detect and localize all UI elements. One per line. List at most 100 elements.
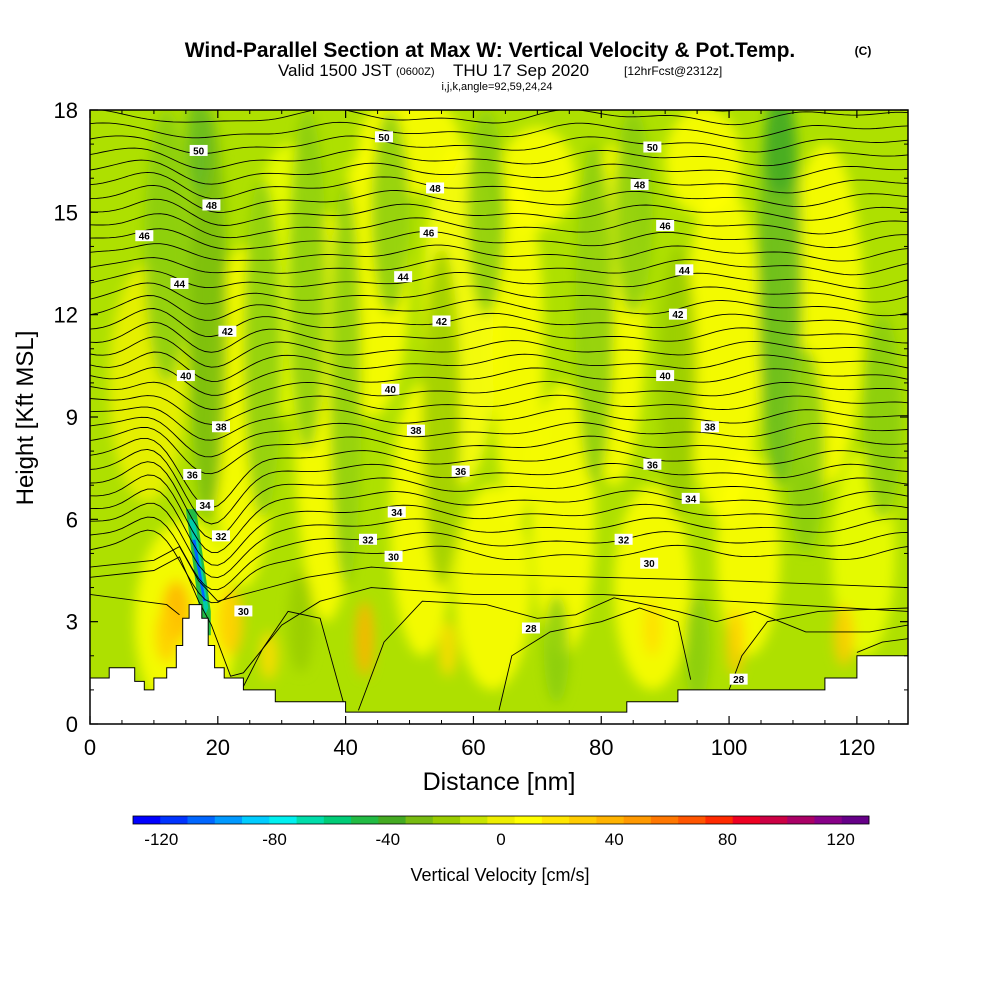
contour-label: 46 <box>419 226 438 239</box>
theta-contour <box>90 228 908 250</box>
theta-contour <box>90 159 908 185</box>
theta-contour <box>90 147 908 170</box>
contour-label-bg <box>387 506 406 518</box>
theta-contour <box>90 351 908 382</box>
velocity-blob <box>438 621 457 677</box>
contour-label-text: 30 <box>388 552 400 563</box>
colorbar-swatch <box>569 816 597 824</box>
velocity-blob <box>643 601 662 656</box>
x-tick-label: 100 <box>711 735 748 760</box>
y-tick-label: 15 <box>54 200 78 225</box>
contour-label-bg <box>394 271 413 283</box>
contour-label-text: 42 <box>672 310 684 321</box>
contour-label: 44 <box>675 264 694 277</box>
contour-label: 36 <box>451 465 470 478</box>
x-tick-label: 80 <box>589 735 613 760</box>
theta-contour <box>90 243 908 262</box>
theta-contour <box>90 184 908 213</box>
colorbar-swatch <box>787 816 815 824</box>
contour-label: 40 <box>656 370 675 383</box>
copyright-mark: (C) <box>855 44 872 58</box>
velocity-blob <box>614 110 653 315</box>
colorbar-swatch <box>841 816 870 824</box>
contour-label-text: 38 <box>410 426 422 437</box>
theta-contour <box>706 110 739 112</box>
grid-indices: i,j,k,angle=92,59,24,24 <box>441 81 552 93</box>
contour-label-text: 36 <box>455 467 467 478</box>
contour-label-text: 30 <box>238 607 250 618</box>
contour-label-bg <box>406 424 425 436</box>
velocity-blob <box>288 570 314 673</box>
contour-label-text: 40 <box>180 372 192 383</box>
theta-contour <box>90 321 908 353</box>
contour-label: 32 <box>358 533 377 546</box>
contour-label-text: 40 <box>385 385 397 396</box>
colorbar-tick-label: 0 <box>496 830 505 849</box>
colorbar-swatch <box>133 816 161 824</box>
contour-label: 42 <box>432 315 451 328</box>
contour-label: 34 <box>196 499 215 512</box>
contour-label-text: 36 <box>187 470 199 481</box>
colorbar-swatch <box>214 816 243 824</box>
contour-label-text: 50 <box>378 133 390 144</box>
velocity-blob <box>684 594 710 704</box>
contour-label-bg <box>614 533 633 545</box>
contour-label-bg <box>432 315 451 327</box>
theta-contour <box>242 610 347 711</box>
velocity-blob <box>355 601 374 677</box>
velocity-blob <box>833 604 855 667</box>
colorbar-swatch <box>487 816 516 824</box>
colorbar-tick-label: 40 <box>605 830 624 849</box>
contour-label-bg <box>700 421 719 433</box>
contour-label-text: 46 <box>660 221 672 232</box>
colorbar-swatch <box>596 816 625 824</box>
subtitle: Valid 1500 JST (0600Z) THU 17 Sep 2020 [… <box>278 61 722 80</box>
contour-label-bg <box>521 622 540 634</box>
y-tick-label: 3 <box>66 610 78 635</box>
colorbar-tick-label: 80 <box>718 830 737 849</box>
colorbar-swatch <box>623 816 652 824</box>
contour-label: 42 <box>218 325 237 338</box>
contour-label: 32 <box>614 533 633 546</box>
colorbar-swatch <box>460 816 488 824</box>
terrain <box>90 604 908 724</box>
y-tick-label: 0 <box>66 712 78 737</box>
contour-label-text: 50 <box>647 143 659 154</box>
contour-label: 32 <box>212 530 231 543</box>
contour-label-text: 42 <box>222 327 234 338</box>
chart-title: Wind-Parallel Section at Max W: Vertical… <box>185 39 796 62</box>
contour-label-bg <box>640 557 659 569</box>
contour-label-bg <box>170 277 189 289</box>
theta-contour <box>90 516 908 591</box>
contour-label: 38 <box>212 421 231 434</box>
contour-label-bg <box>196 499 215 511</box>
contour-label-bg <box>384 550 403 562</box>
colorbar-swatch <box>732 816 761 824</box>
contour-labels: 50 50 50 48 48 48 46 46 46 44 44 44 42 42 42 40 40 40 38 38… <box>135 131 748 686</box>
colorbar-swatch <box>296 816 325 824</box>
contour-label: 36 <box>183 468 202 481</box>
contour-label-bg <box>656 219 675 231</box>
contour-label-bg <box>668 308 687 320</box>
theta-contour <box>90 135 908 154</box>
contour-label-text: 30 <box>644 559 656 570</box>
contour-label-bg <box>419 226 438 238</box>
downdraft-core <box>192 539 206 602</box>
colorbar-swatch <box>759 816 788 824</box>
colorbar-swatch <box>514 816 543 824</box>
y-tick-label: 18 <box>54 98 78 123</box>
contour-label-bg <box>643 458 662 470</box>
velocity-blob <box>614 485 691 690</box>
x-tick-label: 60 <box>461 735 485 760</box>
velocity-blob <box>371 110 410 315</box>
velocity-blob <box>217 587 244 656</box>
velocity-blob <box>243 178 282 520</box>
theta-contour <box>90 394 908 425</box>
subtitle-forecast: [12hrFcst@2312z] <box>624 64 722 78</box>
subtitle-utc: (0600Z) <box>396 66 435 78</box>
contour-label: 48 <box>202 199 221 212</box>
contour-label-text: 44 <box>679 266 691 277</box>
colorbar-swatch <box>432 816 461 824</box>
